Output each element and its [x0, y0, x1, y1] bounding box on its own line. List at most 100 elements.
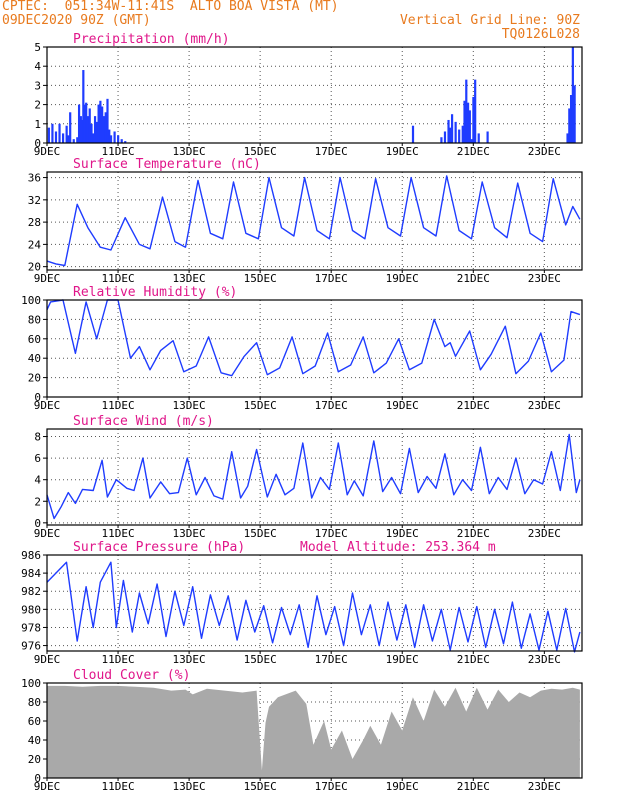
precip-bar	[474, 79, 477, 143]
x-tick-label: 21DEC	[457, 780, 490, 793]
rh-title: Relative Humidity (%)	[73, 285, 237, 300]
x-tick-label: 23DEC	[528, 653, 561, 666]
cloud-title: Cloud Cover (%)	[73, 668, 190, 683]
x-tick-label: 13DEC	[173, 653, 206, 666]
y-tick-label: 3	[34, 79, 41, 92]
y-tick-label: 4	[34, 474, 41, 487]
precip-bar	[463, 100, 466, 143]
precip-bar	[447, 119, 450, 143]
y-tick-label: 986	[21, 549, 41, 562]
precip-bar	[443, 131, 447, 143]
pressure-title: Surface Pressure (hPa)	[73, 540, 245, 555]
panel-frame	[46, 46, 583, 144]
x-tick-label: 11DEC	[101, 780, 134, 793]
x-tick-label: 23DEC	[528, 399, 561, 412]
y-tick-label: 1	[34, 118, 41, 131]
precip-bar	[120, 139, 123, 143]
y-tick-label: 80	[28, 313, 41, 326]
x-tick-label: 11DEC	[101, 272, 134, 285]
precip-bar	[90, 123, 93, 143]
precip-bar	[109, 135, 113, 143]
x-tick-label: 19DEC	[386, 527, 419, 540]
precip-bar	[449, 127, 452, 143]
x-tick-label: 13DEC	[173, 399, 206, 412]
temp-title: Surface Temperature (nC)	[73, 157, 261, 172]
cloud-cover-area	[47, 685, 580, 778]
x-tick-label: 21DEC	[457, 145, 490, 158]
precip-bar	[468, 110, 471, 143]
precip-bar	[450, 114, 454, 143]
panel-wind: 0 2 4 6 8 9DEC 11DEC 13DEC 15DEC 17DEC 19DEC 21DEC 2…	[34, 414, 583, 540]
x-tick-label: 15DEC	[244, 399, 277, 412]
x-tick-label: 19DEC	[386, 145, 419, 158]
y-tick-label: 36	[28, 172, 41, 185]
precip-bar	[124, 141, 127, 143]
precip-bar	[79, 116, 82, 143]
x-tick-label: 17DEC	[315, 780, 348, 793]
x-tick-label: 17DEC	[315, 653, 348, 666]
x-tick-label: 9DEC	[34, 399, 61, 412]
x-tick-label: 23DEC	[528, 780, 561, 793]
x-tick-label: 13DEC	[173, 272, 206, 285]
y-tick-label: 40	[28, 734, 41, 747]
y-tick-label: 60	[28, 715, 41, 728]
x-tick-label: 15DEC	[244, 653, 277, 666]
y-tick-label: 60	[28, 333, 41, 346]
precip-bar	[477, 133, 480, 143]
precip-bar	[573, 85, 576, 143]
x-tick-label: 13DEC	[173, 780, 206, 793]
precip-bar	[486, 131, 489, 143]
y-tick-label: 40	[28, 352, 41, 365]
precip-bar	[97, 104, 100, 143]
x-tick-label: 19DEC	[386, 653, 419, 666]
precip-bar	[69, 112, 72, 143]
precip-bar	[88, 108, 91, 143]
precip-bar	[108, 129, 111, 143]
precip-bar	[470, 139, 473, 143]
precip-bar	[411, 125, 415, 143]
grid-note: Vertical Grid Line: 90Z	[399, 13, 580, 28]
precip-bar	[67, 135, 70, 143]
model-code: TQ0126L028	[501, 27, 580, 42]
temp-line	[46, 175, 581, 267]
y-tick-label: 80	[28, 696, 41, 709]
precip-bar	[102, 116, 106, 143]
panel-temp: 20 24 28 32 36 9DEC 11DEC 13DEC 15DEC 17DEC 19DEC 2…	[28, 157, 583, 285]
y-tick-label: 984	[21, 567, 41, 580]
y-tick-label: 28	[28, 216, 41, 229]
precip-bar	[72, 139, 75, 143]
precip-bar	[440, 137, 443, 143]
x-tick-label: 19DEC	[386, 780, 419, 793]
wind-title: Surface Wind (m/s)	[73, 414, 214, 429]
x-tick-label: 15DEC	[244, 780, 277, 793]
y-tick-label: 8	[34, 431, 41, 444]
x-tick-label: 23DEC	[528, 145, 561, 158]
y-tick-label: 100	[21, 294, 41, 307]
panel-frame	[46, 299, 583, 398]
precip-bar	[568, 108, 571, 143]
x-tick-label: 9DEC	[34, 145, 61, 158]
x-tick-label: 11DEC	[101, 399, 134, 412]
precip-bar	[472, 96, 475, 143]
panel-precip: 0 1 2 3 4 5 9DEC 11DEC 13DEC 15DEC 17DEC 19DEC 21DEC…	[34, 32, 583, 158]
panel-rh: 0 20 40 60 80 100 9DEC 11DEC 13DEC 15DEC 17DEC 19DE…	[21, 285, 583, 412]
x-tick-label: 23DEC	[528, 272, 561, 285]
x-tick-label: 9DEC	[34, 527, 61, 540]
y-tick-label: 2	[34, 99, 41, 112]
x-tick-label: 17DEC	[315, 399, 348, 412]
x-tick-label: 11DEC	[101, 145, 134, 158]
y-tick-label: 0	[34, 772, 41, 785]
y-tick-label: 982	[21, 585, 41, 598]
x-tick-label: 9DEC	[34, 780, 61, 793]
y-tick-label: 2	[34, 495, 41, 508]
x-tick-label: 15DEC	[244, 145, 277, 158]
precip-bar	[104, 112, 107, 143]
precip-bar	[95, 121, 98, 143]
precip-title: Precipitation (mm/h)	[73, 32, 230, 47]
y-tick-label: 32	[28, 194, 41, 207]
precip-bar	[99, 100, 102, 143]
x-tick-label: 15DEC	[244, 527, 277, 540]
run-date: 09DEC2020 90Z (GMT)	[2, 13, 151, 28]
